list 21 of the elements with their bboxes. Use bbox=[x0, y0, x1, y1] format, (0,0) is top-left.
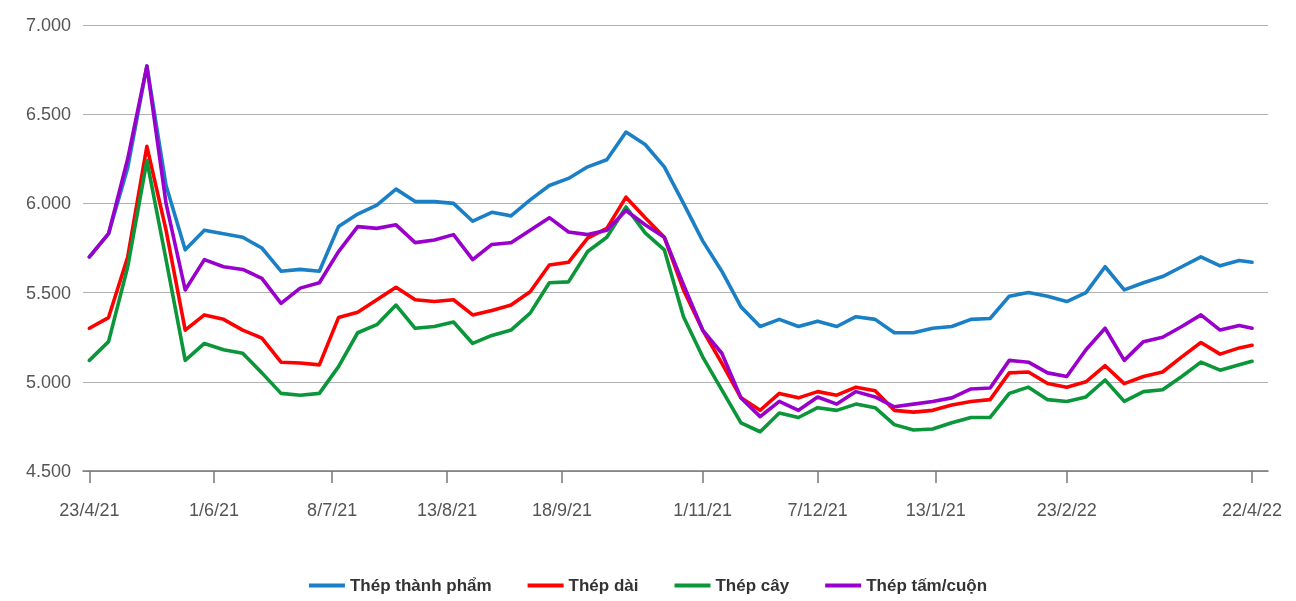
legend-label: Thép tấm/cuộn bbox=[866, 576, 988, 595]
x-tick-label: 18/9/21 bbox=[532, 500, 593, 520]
x-tick-label: 13/1/21 bbox=[905, 500, 966, 520]
y-tick-label: 5.500 bbox=[25, 282, 71, 303]
x-tick-label: 23/4/21 bbox=[59, 500, 120, 520]
y-tick-label: 6.000 bbox=[25, 193, 71, 214]
line-series bbox=[87, 64, 1254, 419]
x-tick-label: 22/4/22 bbox=[1222, 500, 1283, 520]
y-tick-label: 4.500 bbox=[25, 461, 71, 481]
x-tick-label: 1/6/21 bbox=[188, 500, 239, 520]
y-tick-label: 7.000 bbox=[25, 15, 71, 35]
legend-label: Thép cây bbox=[715, 576, 790, 595]
x-tick-label: 1/11/21 bbox=[673, 500, 733, 520]
x-tick-label: 13/8/21 bbox=[417, 500, 478, 520]
x-tick-label: 7/12/21 bbox=[787, 500, 848, 520]
y-tick-label: 5.000 bbox=[25, 371, 71, 392]
legend-label: Thép thành phẩm bbox=[349, 576, 492, 595]
y-tick-label: 6.500 bbox=[25, 104, 71, 125]
x-tick-label: 8/7/21 bbox=[307, 500, 358, 520]
legend-label: Thép dài bbox=[568, 576, 639, 595]
x-tick-label: 23/2/22 bbox=[1036, 500, 1097, 520]
